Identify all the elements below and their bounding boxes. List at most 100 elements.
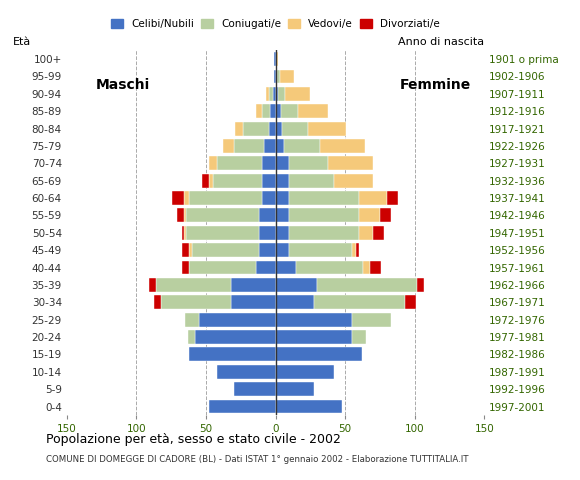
Bar — [289, 243, 352, 257]
Bar — [189, 191, 262, 205]
Bar — [289, 156, 328, 170]
Bar — [231, 295, 276, 309]
Bar — [281, 104, 298, 118]
Bar — [262, 104, 270, 118]
Bar — [352, 243, 356, 257]
Bar — [282, 121, 307, 135]
Bar — [262, 156, 275, 170]
Bar — [418, 278, 425, 292]
Bar — [359, 191, 387, 205]
Bar — [320, 139, 365, 153]
Bar — [195, 330, 276, 344]
Bar — [289, 174, 334, 188]
Text: Popolazione per età, sesso e stato civile - 2002: Popolazione per età, sesso e stato civil… — [46, 433, 341, 446]
Bar — [289, 208, 359, 222]
Bar — [270, 104, 275, 118]
Bar — [276, 365, 334, 379]
Bar — [209, 156, 217, 170]
Bar — [289, 226, 359, 240]
Bar — [317, 278, 418, 292]
Bar — [276, 174, 289, 188]
Bar — [184, 191, 189, 205]
Text: Età: Età — [12, 37, 31, 47]
Bar — [276, 399, 342, 413]
Bar — [209, 174, 213, 188]
Text: Femmine: Femmine — [400, 78, 471, 92]
Bar — [234, 139, 264, 153]
Bar — [259, 208, 276, 222]
Bar — [278, 87, 285, 101]
Bar — [387, 191, 398, 205]
Bar — [184, 226, 186, 240]
Bar — [182, 226, 184, 240]
Bar — [276, 139, 284, 153]
Bar — [149, 278, 156, 292]
Bar — [276, 156, 289, 170]
Bar — [182, 243, 189, 257]
Bar — [328, 156, 373, 170]
Text: COMUNE DI DOMEGGE DI CADORE (BL) - Dati ISTAT 1° gennaio 2002 - Elaborazione TUT: COMUNE DI DOMEGGE DI CADORE (BL) - Dati … — [46, 455, 469, 464]
Bar — [276, 382, 314, 396]
Bar — [156, 278, 231, 292]
Bar — [189, 243, 192, 257]
Bar — [373, 226, 384, 240]
Bar — [186, 208, 259, 222]
Bar — [161, 295, 231, 309]
Bar — [276, 261, 296, 275]
Bar — [189, 348, 276, 361]
Bar — [380, 208, 391, 222]
Bar — [231, 278, 276, 292]
Bar — [266, 87, 269, 101]
Bar — [262, 191, 275, 205]
Bar — [256, 261, 276, 275]
Bar — [172, 191, 184, 205]
Bar — [186, 226, 259, 240]
Bar — [223, 139, 234, 153]
Bar — [234, 382, 276, 396]
Bar — [276, 208, 289, 222]
Bar — [177, 208, 184, 222]
Bar — [189, 261, 256, 275]
Bar — [356, 243, 359, 257]
Bar — [352, 330, 366, 344]
Bar — [235, 121, 244, 135]
Bar — [276, 226, 289, 240]
Bar — [276, 348, 362, 361]
Bar — [276, 312, 352, 326]
Bar — [276, 104, 281, 118]
Bar — [276, 243, 289, 257]
Bar — [256, 104, 262, 118]
Bar — [276, 52, 278, 66]
Bar — [262, 174, 275, 188]
Bar — [217, 365, 276, 379]
Bar — [289, 191, 359, 205]
Bar — [276, 121, 282, 135]
Bar — [199, 312, 276, 326]
Bar — [276, 295, 314, 309]
Bar — [182, 261, 189, 275]
Bar — [334, 174, 373, 188]
Bar — [184, 208, 186, 222]
Bar — [259, 226, 276, 240]
Bar — [192, 243, 259, 257]
Bar — [405, 295, 416, 309]
Bar — [363, 261, 370, 275]
Bar — [154, 295, 161, 309]
Bar — [276, 278, 317, 292]
Bar — [217, 156, 262, 170]
Bar — [359, 226, 373, 240]
Bar — [370, 261, 381, 275]
Bar — [298, 104, 328, 118]
Legend: Celibi/Nubili, Coniugati/e, Vedovi/e, Divorziati/e: Celibi/Nubili, Coniugati/e, Vedovi/e, Di… — [109, 17, 442, 32]
Bar — [244, 121, 269, 135]
Bar — [285, 87, 310, 101]
Bar — [185, 312, 199, 326]
Bar — [202, 174, 209, 188]
Bar — [269, 87, 273, 101]
Bar — [296, 261, 363, 275]
Bar — [280, 70, 293, 84]
Bar — [274, 52, 276, 66]
Bar — [213, 174, 262, 188]
Bar — [274, 70, 276, 84]
Bar — [307, 121, 346, 135]
